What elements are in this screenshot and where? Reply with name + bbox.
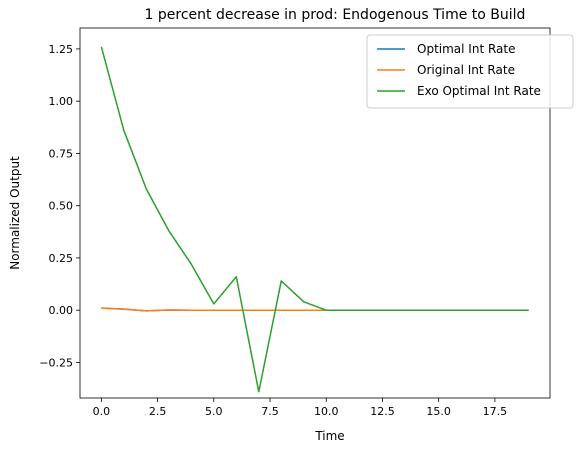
y-tick-label: 1.00 [49, 95, 74, 108]
y-tick-label: 1.25 [49, 43, 74, 56]
series-line-3 [100, 46, 529, 393]
x-tick-label: 10.0 [314, 405, 339, 418]
x-axis: 0.0 2.5 5.0 7.5 10.0 12.5 15.0 17.5 [93, 398, 508, 418]
chart-title: 1 percent decrease in prod: Endogenous T… [145, 7, 526, 23]
x-tick-label: 12.5 [370, 405, 395, 418]
plot-area [100, 46, 529, 393]
y-tick-label: 0.75 [49, 147, 74, 160]
y-axis-label: Normalized Output [8, 156, 22, 270]
x-tick-label: 2.5 [149, 405, 167, 418]
y-axis: −0.25 0.00 0.25 0.50 0.75 1.00 1.25 [39, 43, 80, 369]
x-tick-label: 15.0 [426, 405, 451, 418]
y-tick-label: −0.25 [39, 356, 73, 369]
legend-label: Optimal Int Rate [417, 42, 515, 56]
legend-label: Original Int Rate [417, 63, 515, 77]
x-tick-label: 17.5 [483, 405, 508, 418]
legend: Optimal Int Rate Original Int Rate Exo Opt… [366, 34, 574, 109]
y-tick-label: 0.25 [49, 252, 74, 265]
y-tick-label: 0.00 [49, 304, 74, 317]
x-axis-label: Time [314, 429, 344, 443]
y-tick-label: 0.50 [49, 200, 74, 213]
legend-box [366, 34, 574, 109]
legend-label: Exo Optimal Int Rate [417, 84, 541, 98]
x-tick-label: 0.0 [93, 405, 111, 418]
x-tick-label: 5.0 [205, 405, 223, 418]
plot-frame [79, 27, 551, 399]
x-tick-label: 7.5 [261, 405, 279, 418]
